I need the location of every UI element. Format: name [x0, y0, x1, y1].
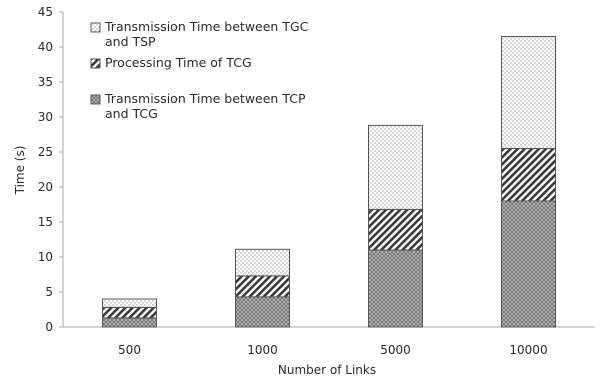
y-tick-label: 40: [38, 40, 53, 54]
y-tick-label: 5: [45, 285, 53, 299]
y-tick-label: 35: [38, 75, 53, 89]
x-axis-label: Number of Links: [278, 363, 376, 377]
bar-segment-500-series-3: [102, 298, 157, 308]
y-axis-label: Time (s): [13, 146, 27, 196]
bar-segment-500-series-2: [102, 306, 157, 319]
bar-segment-10000-series-2: [501, 148, 556, 202]
bar-segment-10000-series-3: [501, 36, 556, 149]
bar-segment-5000-series-2: [368, 208, 423, 251]
x-tick-label: 10000: [509, 343, 547, 357]
bar-segment-1000-series-2: [235, 275, 290, 298]
x-tick-labels: 500 1000 5000 10000: [118, 343, 548, 357]
legend-swatch: [90, 22, 101, 33]
x-tick-label: 1000: [247, 343, 278, 357]
bar-segment-500-series-1: [102, 317, 157, 328]
legend-swatch: [90, 58, 101, 69]
bar-segment-1000-series-3: [235, 248, 290, 277]
y-tick-label: 30: [38, 110, 53, 124]
y-tick-label: 10: [38, 250, 53, 264]
bar-segment-1000-series-1: [235, 296, 290, 328]
bar-segment-5000-series-1: [368, 249, 423, 328]
y-tick-label: 15: [38, 215, 53, 229]
legend-label-continued: and TSP: [105, 34, 156, 49]
y-tick-label: 25: [38, 145, 53, 159]
legend-label-continued: and TCG: [105, 106, 158, 121]
bars: [102, 36, 556, 328]
y-tick-label: 20: [38, 180, 53, 194]
legend-label: Transmission Time between TCP: [104, 91, 306, 106]
x-tick-label: 5000: [380, 343, 411, 357]
bar-segment-5000-series-3: [368, 124, 423, 210]
bar-segment-10000-series-1: [501, 200, 556, 328]
legend-label: Transmission Time between TGC: [104, 19, 309, 34]
legend-swatch: [90, 94, 101, 105]
legend-label: Processing Time of TCG: [105, 55, 252, 70]
y-tick-label: 0: [45, 320, 53, 334]
x-tick-label: 500: [118, 343, 141, 357]
y-tick-labels: 0 5 10 15 20 25 30 35 40 45: [38, 5, 63, 334]
y-tick-label: 45: [38, 5, 53, 19]
